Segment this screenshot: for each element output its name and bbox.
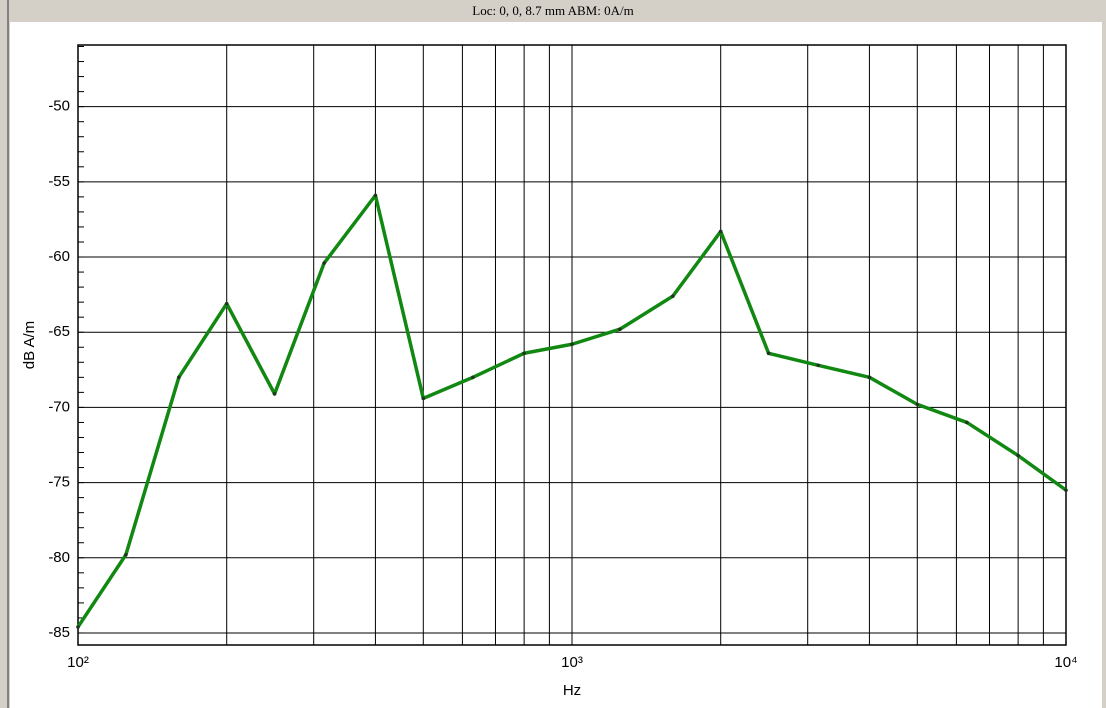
data-point — [471, 375, 475, 380]
x-axis-label: Hz — [563, 682, 581, 699]
data-point — [1064, 488, 1068, 492]
data-point — [816, 363, 820, 368]
y-tick-label: -70 — [48, 398, 70, 415]
data-point — [618, 327, 622, 332]
data-point — [965, 420, 969, 425]
data-point — [177, 375, 181, 380]
x-tick-label: 10⁴ — [1054, 654, 1077, 671]
chart-title: Loc: 0, 0, 8.7 mm ABM: 0A/m — [472, 3, 633, 18]
data-point — [766, 351, 771, 356]
data-point — [76, 625, 80, 629]
data-point — [272, 392, 277, 396]
y-tick-label: -85 — [48, 624, 70, 641]
plot-frame — [77, 44, 1067, 646]
y-tick-label: -55 — [48, 173, 70, 190]
data-point — [421, 396, 426, 401]
y-axis-label: dB A/m — [21, 321, 38, 369]
data-point — [671, 294, 675, 298]
y-tick-label: -80 — [48, 549, 70, 566]
data-point — [322, 261, 326, 265]
y-tick-label: -50 — [48, 98, 70, 115]
data-point — [224, 301, 229, 306]
x-tick-label: 10² — [67, 654, 89, 671]
data-point — [124, 552, 128, 557]
data-point — [522, 351, 526, 356]
data-point — [915, 402, 920, 407]
y-tick-label: -60 — [48, 248, 70, 265]
data-point — [373, 193, 378, 198]
y-tick-label: -65 — [48, 323, 70, 340]
data-point — [867, 375, 872, 380]
chart-background — [10, 22, 1102, 708]
data-point — [718, 229, 723, 234]
data-point — [570, 342, 574, 347]
data-point — [1016, 453, 1020, 458]
y-tick-label: -75 — [48, 474, 70, 491]
x-tick-label: 10³ — [561, 654, 583, 671]
